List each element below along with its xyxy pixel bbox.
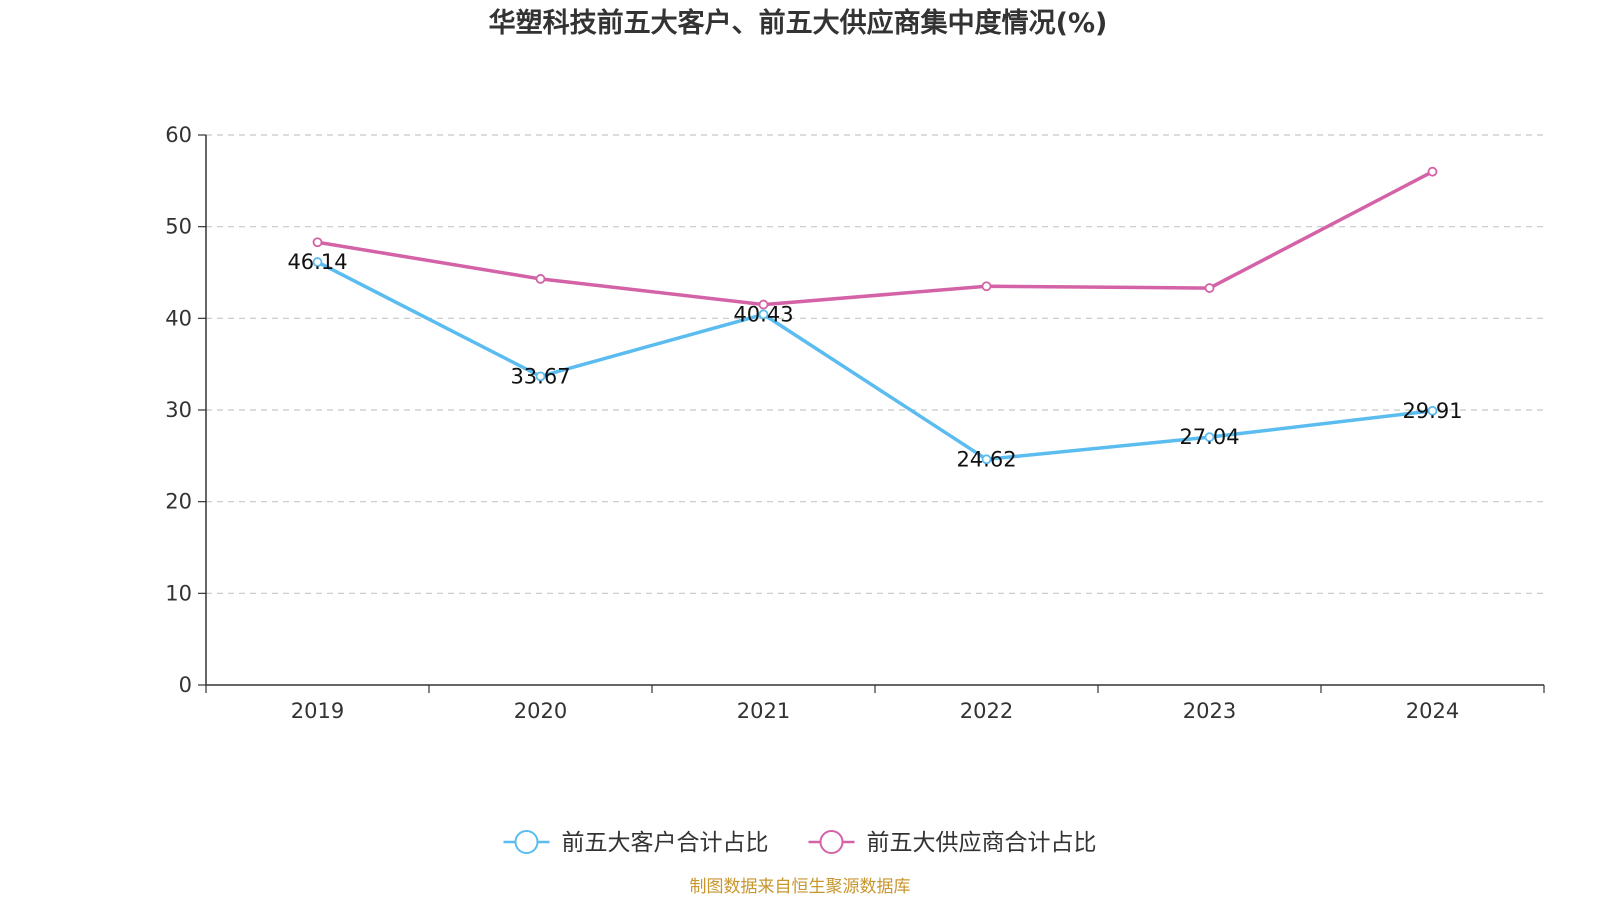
data-point: [535, 274, 546, 284]
data-point: [1204, 432, 1215, 443]
data-point: [535, 371, 546, 382]
series-line-2: [317, 170, 1434, 307]
data-point: [981, 454, 992, 465]
legend: 前五大客户合计占比 前五大供应商合计占比: [503, 830, 1097, 856]
legend-label: 前五大客户合计占比: [562, 830, 769, 856]
data-labels: 46.14 33.67 40.43 24.62 27.04 29.91: [287, 250, 1462, 471]
source-note: 制图数据来自恒生聚源数据库: [690, 877, 911, 897]
axes: 0 10 20 30 40 50 60 2019 2020 2021 2022 2023 2024: [165, 123, 1545, 723]
x-tick-label: 2021: [737, 699, 790, 723]
x-tick-label: 2023: [1183, 699, 1236, 723]
x-tick-label: 2019: [291, 699, 344, 723]
data-point: [758, 309, 769, 320]
y-tick-label: 60: [165, 123, 192, 147]
data-point: [1427, 405, 1438, 416]
data-point: [312, 237, 323, 248]
x-tick-label: 2022: [960, 699, 1013, 723]
y-tick-label: 20: [165, 490, 192, 514]
y-tick-label: 50: [165, 215, 192, 239]
legend-marker-icon: [514, 830, 539, 854]
x-tick-label: 2020: [514, 699, 567, 723]
data-label: 46.14: [287, 250, 347, 274]
data-point: [758, 299, 769, 310]
data-label: 24.62: [956, 447, 1016, 471]
data-label: 40.43: [733, 302, 793, 326]
data-point: [1427, 166, 1438, 177]
data-label: 29.91: [1402, 399, 1462, 423]
series-line-1: [316, 260, 1433, 462]
legend-marker-icon: [819, 830, 844, 854]
data-point: [981, 281, 992, 292]
grid-lines: [206, 134, 1544, 594]
chart-title: 华塑科技前五大客户、前五大供应商集中度情况(%): [489, 7, 1108, 39]
legend-item-1: 前五大客户合计占比: [503, 830, 769, 856]
legend-label: 前五大供应商合计占比: [867, 830, 1097, 856]
x-tick-label: 2024: [1406, 699, 1459, 723]
y-tick-label: 10: [165, 581, 192, 605]
y-tick-label: 30: [165, 398, 192, 422]
data-point: [1204, 283, 1215, 293]
series-lines: [312, 166, 1438, 465]
y-tick-label: 40: [165, 306, 192, 330]
data-label: 27.04: [1179, 425, 1239, 449]
data-label: 33.67: [510, 364, 570, 388]
legend-item-2: 前五大供应商合计占比: [808, 830, 1097, 856]
y-tick-label: 0: [179, 673, 192, 697]
data-point: [312, 257, 323, 267]
